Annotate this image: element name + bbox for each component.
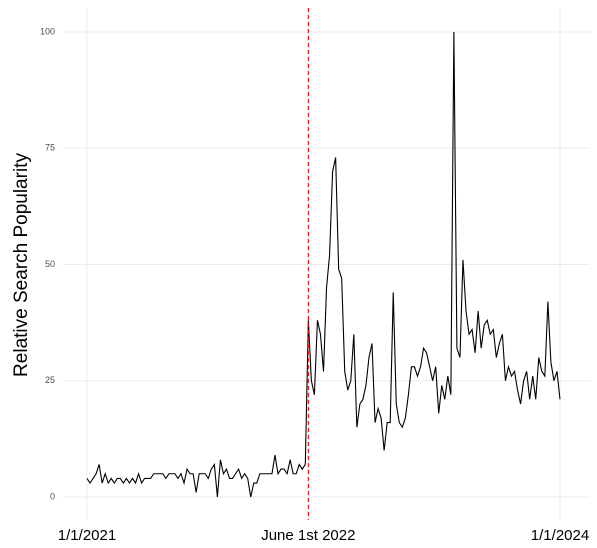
y-tick-label: 100 xyxy=(40,26,55,36)
x-tick-label: 1/1/2021 xyxy=(58,527,116,544)
x-tick-label: 1/1/2024 xyxy=(531,527,589,544)
y-tick-label: 0 xyxy=(50,491,55,501)
y-tick-label: 50 xyxy=(45,259,55,269)
y-tick-label: 25 xyxy=(45,375,55,385)
line xyxy=(86,31,561,498)
x-tick-label: June 1st 2022 xyxy=(261,527,355,544)
y-axis-title: Relative Search Popularity xyxy=(11,153,32,377)
y-tick-label: 75 xyxy=(45,143,55,153)
